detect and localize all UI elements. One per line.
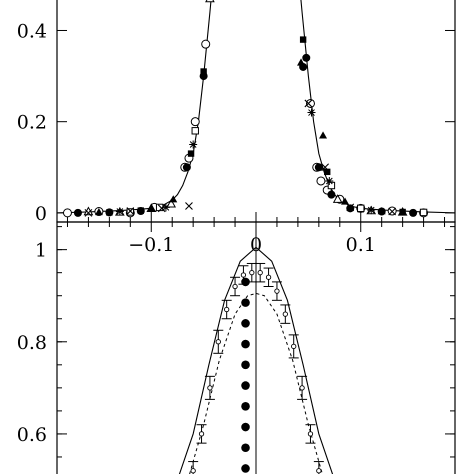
data-point-cross — [126, 207, 135, 215]
data-point-cross — [346, 203, 355, 212]
filled-dot — [241, 339, 250, 349]
data-point-filled-triangle — [341, 197, 350, 205]
data-point-filled-square — [106, 209, 113, 216]
data-point-open-square — [126, 208, 135, 216]
error-point — [207, 385, 213, 391]
data-point-filled-circle — [314, 163, 323, 172]
xtick-label: 0 — [250, 234, 262, 256]
error-point — [291, 343, 297, 350]
error-point — [240, 272, 247, 278]
data-point-cross — [321, 163, 330, 172]
top-curve-left — [56, 0, 212, 214]
data-point-open-triangle — [205, 0, 215, 3]
tick-labels: 0 0.2 0.4 −0.1 0 0.1 0.6 0.8 1 — [17, 20, 376, 445]
filled-dot — [241, 319, 250, 328]
filled-dot — [241, 381, 250, 390]
bottom-ytick-label: 0.6 — [17, 424, 47, 446]
filled-dot — [241, 464, 250, 473]
filled-dot — [241, 298, 250, 307]
data-point-cross — [84, 208, 93, 217]
data-point-filled-circle — [346, 204, 355, 213]
data-point-open-circle — [62, 208, 72, 218]
data-point-star — [115, 207, 124, 216]
bottom-data-points — [188, 262, 324, 474]
data-point-cross — [304, 99, 313, 108]
data-point-filled-circle — [409, 208, 418, 217]
top-panel-frame — [56, 0, 456, 223]
data-point-star — [161, 203, 170, 212]
error-point — [190, 468, 196, 474]
data-point-filled-square — [299, 36, 307, 43]
error-point — [257, 270, 263, 276]
bottom-ytick-label: 1 — [35, 240, 47, 262]
top-panel — [56, 0, 456, 232]
data-point-cross — [388, 207, 397, 216]
filled-dot — [241, 422, 250, 432]
error-point — [265, 274, 272, 280]
data-point-filled-square — [187, 150, 195, 157]
bottom-ytick-label: 0.8 — [17, 332, 47, 354]
data-point-open-circle — [201, 39, 211, 49]
error-point — [274, 288, 280, 294]
data-point-star — [367, 206, 376, 215]
data-point-filled-circle — [182, 163, 191, 172]
top-data-points — [62, 0, 429, 218]
data-point-star — [307, 108, 316, 117]
error-point — [316, 468, 322, 474]
top-fit-curve — [56, 0, 456, 214]
data-point-cross — [185, 202, 193, 210]
error-point — [307, 431, 314, 437]
data-point-filled-square — [324, 168, 331, 176]
bottom-axis-ticks — [57, 226, 455, 458]
error-point — [215, 339, 221, 345]
data-point-filled-triangle — [319, 131, 328, 139]
filled-dot — [241, 401, 250, 411]
data-point-filled-square — [399, 208, 406, 216]
data-point-open-triangle — [166, 198, 177, 208]
top-ytick-label: 0.4 — [17, 20, 47, 42]
data-point-filled-triangle — [169, 195, 178, 203]
top-ytick-label: 0.2 — [17, 112, 47, 134]
data-point-star — [189, 140, 198, 149]
data-point-filled-circle — [327, 190, 336, 199]
data-point-filled-triangle — [377, 207, 386, 215]
error-point — [299, 385, 305, 391]
bottom-curves — [178, 222, 334, 474]
data-point-open-square — [357, 204, 365, 213]
top-axis-ticks — [57, 29, 455, 232]
top-ytick-label: 0 — [35, 203, 47, 225]
data-point-open-square — [419, 208, 428, 217]
data-point-open-triangle — [332, 194, 343, 203]
data-point-filled-circle — [73, 208, 82, 217]
bottom-solid-curve — [178, 246, 334, 474]
filled-dot — [241, 277, 250, 287]
data-point-filled-triangle — [297, 58, 306, 66]
xtick-label: 0.1 — [346, 234, 376, 256]
data-point-filled-square — [200, 68, 207, 75]
error-point — [232, 283, 238, 290]
data-point-filled-circle — [302, 53, 311, 62]
filled-dot — [241, 360, 250, 370]
data-point-filled-triangle — [94, 207, 103, 216]
error-point — [249, 270, 255, 276]
bottom-panel — [56, 221, 456, 474]
error-point — [198, 431, 205, 437]
data-point-star — [325, 176, 334, 185]
data-point-filled-square — [137, 207, 144, 214]
data-point-open-square — [191, 127, 199, 135]
error-point — [282, 311, 288, 317]
data-point-open-circle — [316, 176, 326, 186]
data-point-open-square — [327, 181, 336, 190]
data-point-filled-triangle — [147, 204, 156, 212]
filled-dot — [241, 443, 250, 453]
error-point — [224, 306, 230, 313]
data-point-open-circle — [305, 98, 315, 108]
xtick-label: −0.1 — [128, 234, 174, 256]
data-point-open-circle — [190, 117, 200, 127]
